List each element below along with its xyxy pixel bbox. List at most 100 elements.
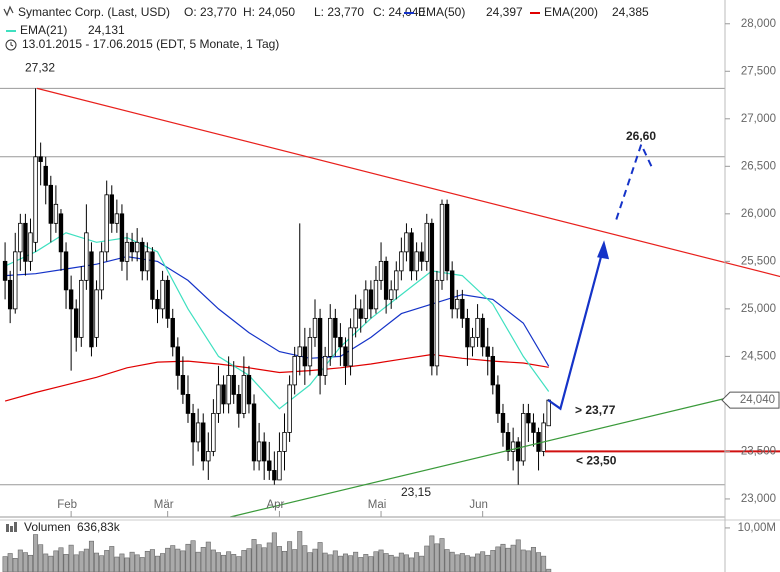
volume-bar [246, 548, 252, 572]
volume-value: 636,83k [77, 520, 121, 534]
candle-body [510, 441, 516, 452]
arrow-head [597, 240, 610, 260]
candle-body [267, 460, 272, 471]
last-price-box [721, 391, 780, 409]
volume-bar [144, 550, 150, 572]
candle-body [129, 241, 135, 253]
volume-bar [175, 548, 181, 572]
volume-bar [464, 555, 470, 572]
volume-bar [475, 553, 481, 572]
candle-body [414, 251, 419, 272]
candle-body [241, 374, 247, 414]
volume-bar [515, 539, 521, 572]
legend-value: 24,385 [612, 5, 649, 19]
candle-body [460, 298, 465, 319]
candle-body [429, 222, 435, 367]
volume-bar [200, 547, 206, 572]
candle-body [348, 327, 353, 367]
volume-bar [129, 551, 135, 572]
volume-bar [88, 540, 94, 572]
volume-bar [393, 556, 399, 572]
y-tick-label: 25,500 [741, 255, 776, 267]
volume-bar [383, 553, 389, 572]
candle-body [373, 279, 379, 310]
annotation-label: > 23,77 [575, 403, 616, 417]
candle-body [480, 317, 485, 348]
volume-bar [104, 550, 110, 572]
candle-body [353, 308, 358, 329]
volume-bar [469, 556, 475, 572]
candle-body [79, 279, 84, 338]
volume-bar [154, 555, 160, 572]
candle-body [99, 251, 104, 291]
volume-bar [454, 554, 460, 572]
volume-bar [302, 545, 308, 572]
volume-bar [419, 555, 425, 572]
candle-body [165, 279, 170, 319]
volume-bar [165, 547, 171, 572]
volume-bar [73, 554, 79, 572]
volume-bar [510, 544, 516, 572]
volume-bar [434, 543, 440, 572]
candle-body [495, 384, 501, 414]
candle-body [43, 165, 48, 186]
volume-bar [241, 550, 247, 572]
candle-body [272, 470, 277, 481]
volume-bar [358, 557, 364, 572]
candle-body [317, 317, 323, 376]
candle-body [389, 289, 394, 300]
volume-bar [63, 554, 69, 572]
volume-bar [276, 546, 282, 572]
volume-bar [500, 543, 506, 572]
volume-bar [261, 547, 267, 572]
volume-bar [373, 551, 379, 572]
candle-body [439, 203, 445, 281]
volume-bar [180, 550, 186, 572]
volume-bar [109, 546, 115, 572]
y-tick-label: 27,000 [741, 113, 776, 125]
candle-body [256, 441, 262, 462]
volume-bar [520, 549, 526, 572]
candle-body [358, 308, 363, 319]
y-tick-label: 26,000 [741, 208, 776, 220]
candle-body [419, 251, 424, 262]
volume-bar [348, 555, 354, 572]
candle-body [465, 317, 470, 348]
candle-body [236, 394, 241, 414]
volume-bar [38, 544, 44, 572]
candle-body [38, 156, 43, 162]
candle-body [155, 298, 160, 310]
candle-body [114, 213, 120, 224]
volume-bar [256, 544, 262, 572]
volume-bar [170, 545, 176, 572]
ema-line [4, 353, 549, 402]
candle-body [221, 384, 226, 405]
projection-dashed [615, 141, 654, 220]
candle-body [206, 451, 211, 462]
candle-body [475, 317, 480, 338]
level-label: 23,15 [401, 485, 431, 499]
candle-body [231, 374, 236, 395]
candle-body [302, 346, 308, 367]
volume-bar [78, 551, 84, 572]
projection-arrow [547, 244, 606, 411]
candle-body [521, 413, 526, 462]
volume-bar [251, 539, 257, 572]
candle-body [216, 384, 221, 414]
candle-body [94, 289, 99, 338]
volume-bar [94, 552, 100, 572]
candle-body [470, 336, 475, 348]
candle-body [190, 413, 196, 443]
candle-body [424, 222, 429, 262]
volume-icon [14, 522, 17, 532]
volume-bar [332, 550, 338, 572]
drawings: 27,32 26,60 23,15 Volumen 636,83k > 23,77 < 23… [6, 61, 780, 534]
candle-body [368, 289, 374, 310]
last-price-label: 24,040 [740, 394, 775, 406]
volume-bar [505, 547, 511, 572]
candle-body [84, 232, 89, 281]
candle-body [399, 251, 404, 272]
candle-body [307, 336, 313, 367]
